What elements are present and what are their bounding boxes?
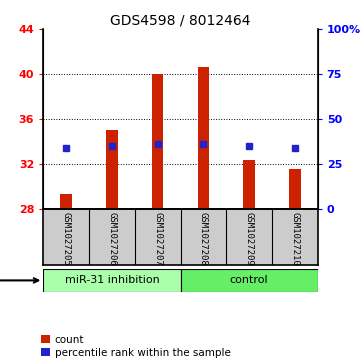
Bar: [243, 160, 255, 209]
Text: control: control: [230, 276, 268, 285]
Text: miR-31 inhibition: miR-31 inhibition: [65, 276, 159, 285]
Text: GSM1027206: GSM1027206: [108, 212, 116, 265]
Text: GSM1027208: GSM1027208: [199, 212, 208, 265]
Bar: [43, 269, 180, 292]
Bar: [61, 194, 72, 209]
Bar: [106, 130, 118, 209]
Text: protocol: protocol: [0, 276, 38, 285]
Legend: count, percentile rank within the sample: count, percentile rank within the sample: [41, 335, 231, 358]
Bar: [152, 74, 164, 209]
Title: GDS4598 / 8012464: GDS4598 / 8012464: [110, 14, 251, 28]
Text: GSM1027205: GSM1027205: [62, 212, 71, 265]
Bar: [180, 269, 318, 292]
Text: GSM1027207: GSM1027207: [153, 212, 162, 265]
Text: GSM1027210: GSM1027210: [290, 212, 299, 265]
Text: GSM1027209: GSM1027209: [245, 212, 253, 265]
Bar: [198, 67, 209, 209]
Bar: [289, 170, 300, 209]
